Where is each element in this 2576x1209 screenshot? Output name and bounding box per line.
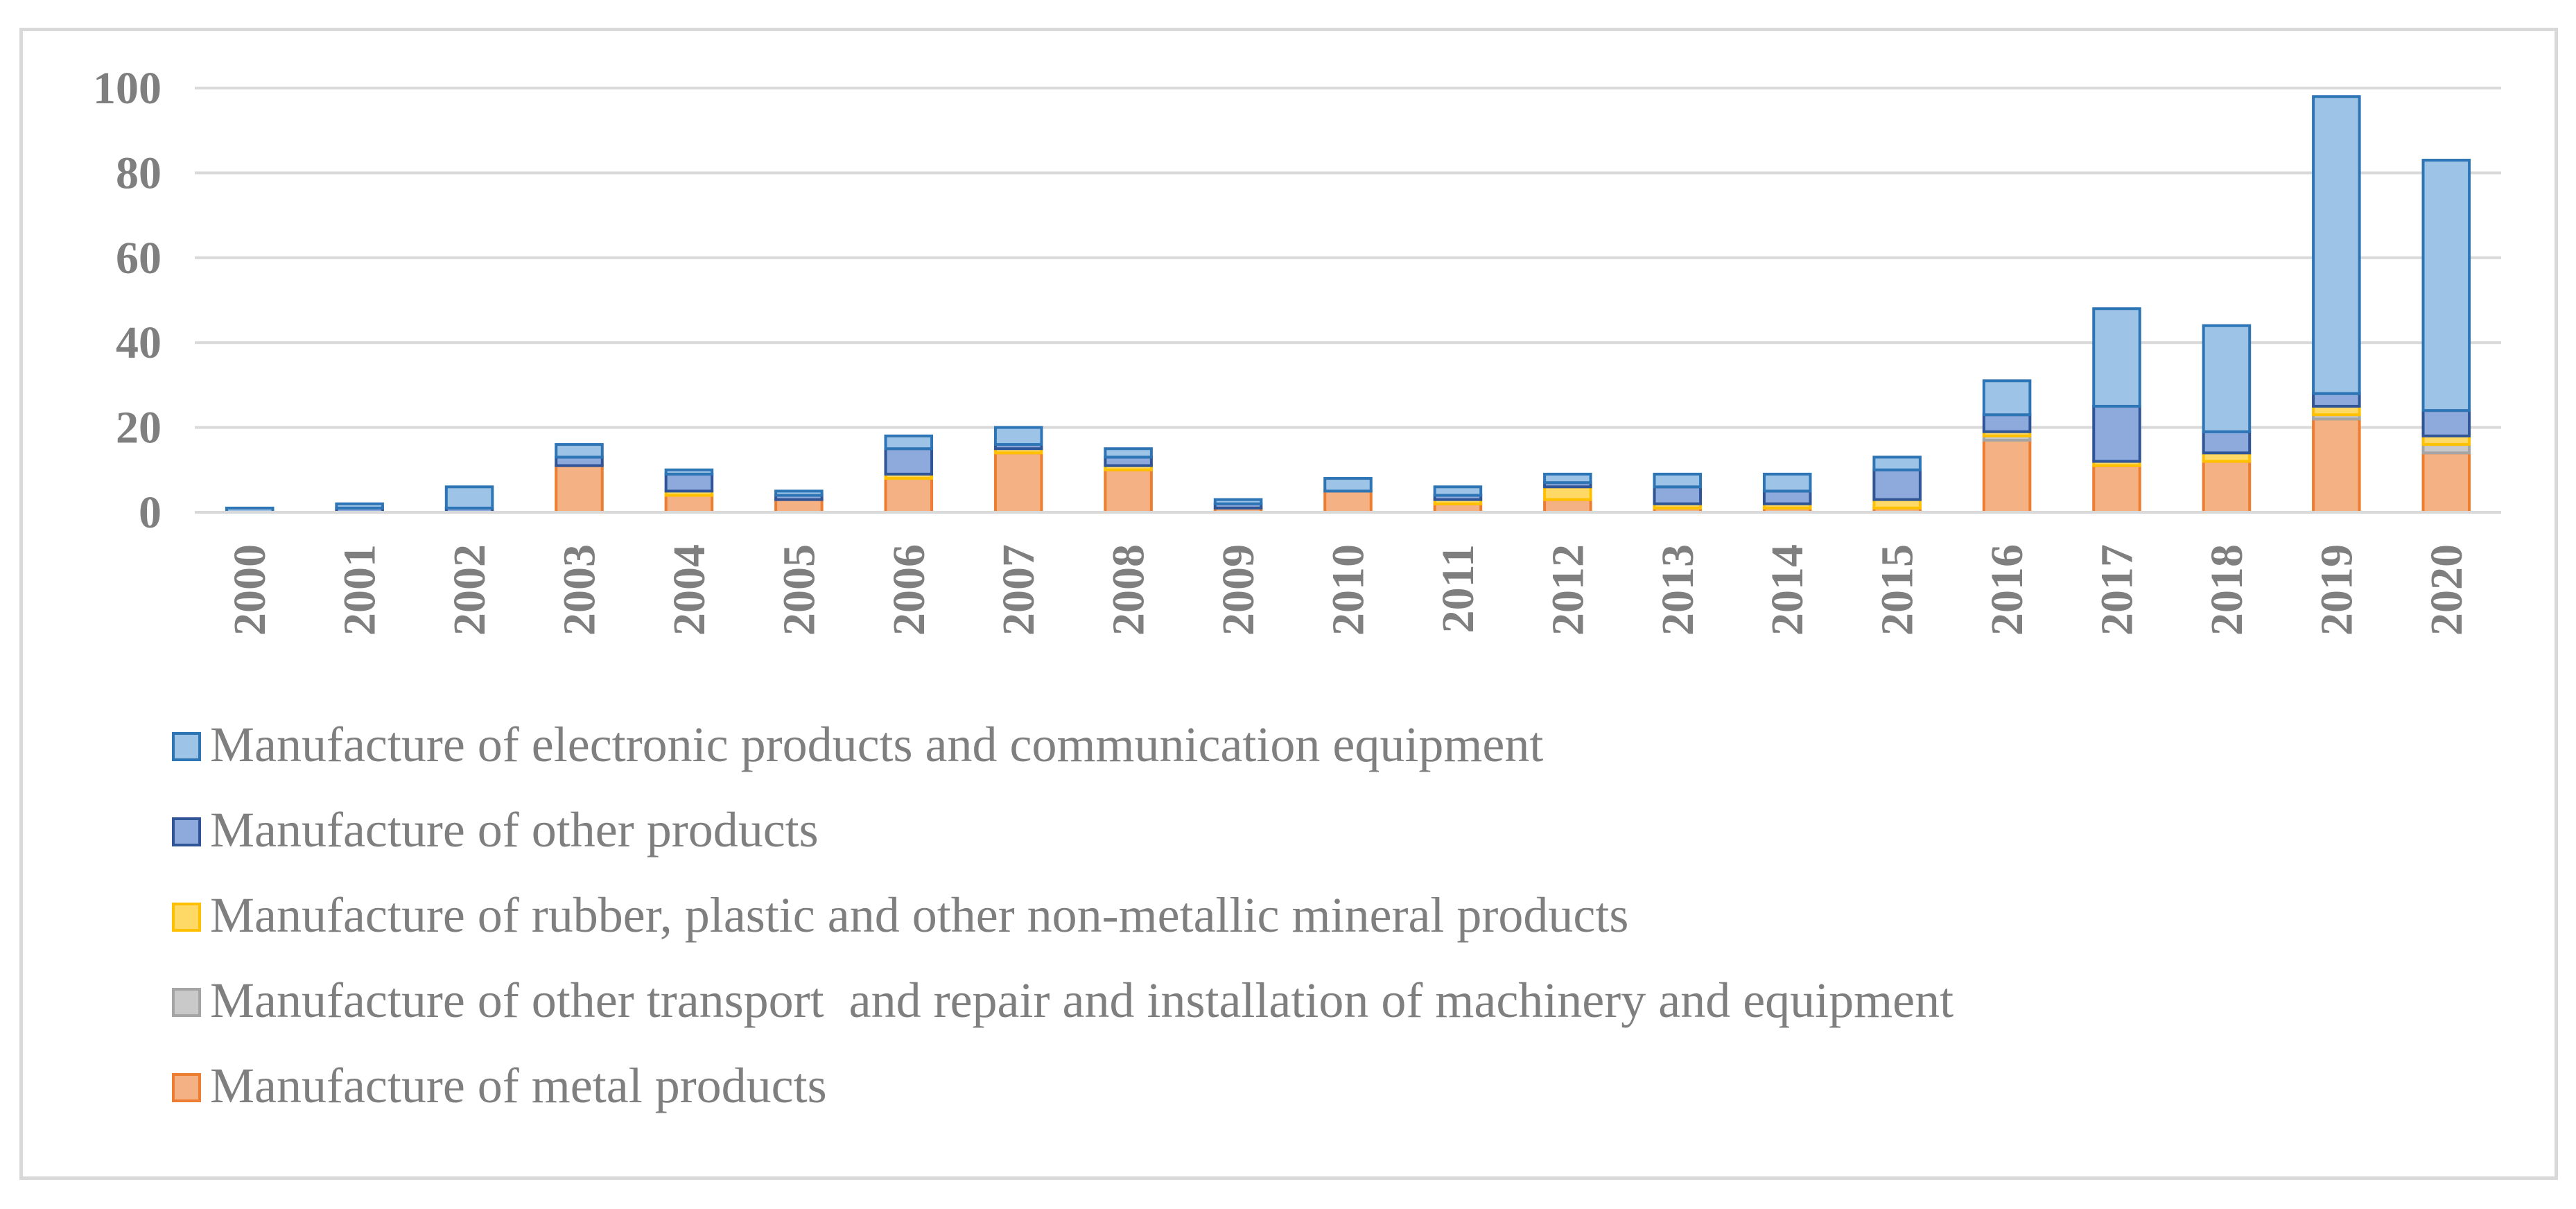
x-tick-label: 2013 — [1653, 544, 1703, 636]
x-tick-label: 2003 — [555, 544, 605, 636]
bar-segment-2004-s0 — [664, 494, 714, 514]
bar-segment-2019-s4 — [2312, 95, 2361, 395]
legend-swatch — [172, 817, 201, 846]
bar-segment-2004-s3 — [664, 472, 714, 493]
bar-segment-2014-s4 — [1762, 472, 1812, 493]
x-tick-label: 2017 — [2092, 544, 2143, 636]
bar-segment-2012-s0 — [1543, 498, 1592, 514]
x-tick-label: 2016 — [1982, 544, 2033, 636]
x-tick-label: 2002 — [444, 544, 495, 636]
bar-segment-2003-s0 — [555, 464, 604, 514]
y-tick-label: 0 — [139, 487, 162, 538]
legend: Manufacture of electronic products and c… — [172, 717, 1953, 1113]
x-tick-label: 2012 — [1542, 544, 1593, 636]
x-tick-label: 2000 — [225, 544, 275, 636]
bar-segment-2018-s4 — [2202, 324, 2252, 433]
bar-segment-2016-s4 — [1982, 379, 2032, 417]
y-tick-label: 60 — [116, 233, 162, 284]
y-tick-label: 40 — [116, 318, 162, 368]
bar-segment-2004-s4 — [664, 468, 714, 476]
x-tick-label: 2009 — [1213, 544, 1264, 636]
bar-segment-2011-s4 — [1433, 485, 1483, 497]
bar-segment-2007-s0 — [993, 451, 1043, 514]
bar-segment-2007-s4 — [993, 426, 1043, 446]
bar-segment-2008-s0 — [1104, 468, 1153, 514]
bar-segment-2015-s3 — [1872, 468, 1922, 501]
x-tick-label: 2007 — [993, 544, 1044, 636]
x-tick-label: 2005 — [774, 544, 824, 636]
bar-segment-2016-s0 — [1982, 438, 2032, 514]
bar-segment-2018-s3 — [2202, 430, 2252, 455]
x-axis-ticks: 2000 2001 2002 2003 2004 2005 2006 2007 2008 2009… — [225, 544, 2472, 636]
bar-segment-2005-s0 — [774, 498, 824, 514]
bar-segment-2006-s4 — [884, 434, 934, 451]
bar-segment-2008-s4 — [1104, 447, 1153, 459]
bar-segment-2009-s4 — [1213, 498, 1263, 505]
bar-segment-2019-s3 — [2312, 392, 2361, 408]
bar-segment-2006-s3 — [884, 447, 934, 476]
bar-segment-2010-s4 — [1323, 477, 1373, 493]
legend-label: Manufacture of rubber, plastic and other… — [210, 887, 1628, 943]
bar-segment-2002-s4 — [444, 485, 494, 510]
bars — [225, 95, 2471, 514]
y-tick-label: 20 — [116, 403, 162, 453]
x-tick-label: 2018 — [2202, 544, 2252, 636]
bar-segment-2017-s3 — [2092, 405, 2141, 463]
legend-label: Manufacture of other products — [210, 802, 819, 858]
bar-segment-2003-s4 — [555, 443, 604, 459]
legend-swatch — [172, 988, 201, 1017]
bar-segment-2001-s4 — [335, 502, 384, 510]
x-tick-label: 2004 — [664, 544, 715, 636]
bar-segment-2018-s0 — [2202, 460, 2252, 514]
bar-segment-2017-s4 — [2092, 307, 2141, 408]
x-tick-label: 2008 — [1104, 544, 1154, 636]
bar-segment-2005-s4 — [774, 489, 824, 497]
legend-label: Manufacture of other transport and repai… — [210, 973, 1953, 1028]
x-tick-label: 2020 — [2421, 544, 2472, 636]
y-axis-ticks: 0 20 40 60 80 100 — [93, 63, 162, 538]
x-tick-label: 2010 — [1323, 544, 1374, 636]
legend-swatch — [172, 1073, 201, 1102]
bar-segment-2017-s0 — [2092, 464, 2141, 514]
x-tick-label: 2006 — [884, 544, 934, 636]
bar-segment-2020-s3 — [2421, 409, 2471, 437]
bar-segment-2014-s3 — [1762, 489, 1812, 505]
x-tick-label: 2014 — [1762, 544, 1813, 636]
gridlines — [195, 87, 2501, 429]
x-tick-label: 2011 — [1433, 544, 1483, 633]
legend-swatch — [172, 903, 201, 932]
legend-label: Manufacture of metal products — [210, 1058, 827, 1113]
legend-swatch — [172, 732, 201, 761]
bar-segment-2020-s4 — [2421, 159, 2471, 412]
bar-segment-2010-s0 — [1323, 489, 1373, 514]
x-tick-label: 2015 — [1872, 544, 1923, 636]
legend-label: Manufacture of electronic products and c… — [210, 717, 1543, 772]
y-tick-label: 100 — [93, 63, 162, 114]
bar-segment-2019-s0 — [2312, 417, 2361, 514]
bar-segment-2016-s3 — [1982, 413, 2032, 433]
bar-segment-2013-s3 — [1653, 485, 1703, 505]
bar-segment-2012-s2 — [1543, 485, 1592, 501]
bar-segment-2013-s4 — [1653, 472, 1703, 489]
x-tick-label: 2001 — [335, 544, 385, 636]
bar-segment-2012-s4 — [1543, 472, 1592, 485]
bar-segment-2015-s4 — [1872, 455, 1922, 471]
x-tick-label: 2019 — [2311, 544, 2362, 636]
y-tick-label: 80 — [116, 148, 162, 198]
chart-frame: 0 20 40 60 80 100 2000 2001 2002 2003 2004 2005 200… — [19, 28, 2558, 1180]
bar-segment-2020-s0 — [2421, 451, 2471, 514]
bar-segment-2006-s0 — [884, 477, 934, 514]
